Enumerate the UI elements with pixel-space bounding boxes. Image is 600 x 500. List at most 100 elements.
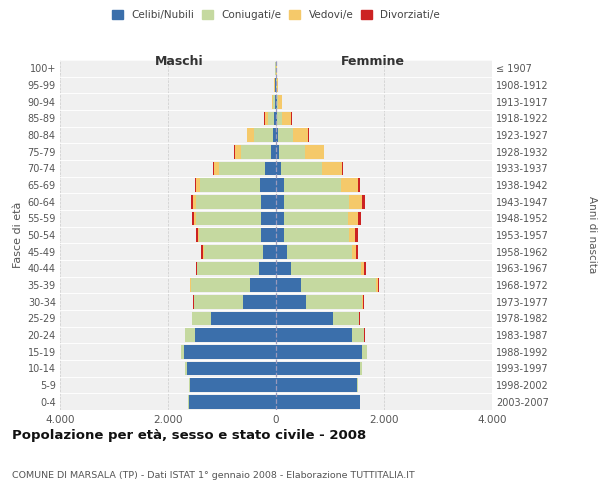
Bar — [262, 228, 276, 242]
Bar — [305, 145, 323, 158]
Bar — [202, 245, 203, 258]
Bar — [356, 245, 358, 258]
Bar — [322, 162, 343, 175]
Bar — [360, 362, 362, 375]
Bar — [181, 345, 184, 358]
Bar — [203, 245, 263, 258]
Bar — [192, 212, 194, 225]
Bar — [194, 295, 242, 308]
Text: Femmine: Femmine — [341, 55, 405, 68]
Bar — [187, 362, 276, 375]
Bar — [275, 95, 276, 108]
Bar — [235, 145, 241, 158]
Bar — [192, 312, 211, 325]
Bar — [188, 395, 276, 408]
Bar — [197, 262, 259, 275]
Bar — [213, 162, 214, 175]
Bar — [259, 262, 276, 275]
Bar — [352, 328, 364, 342]
Bar — [277, 95, 278, 108]
Bar — [261, 212, 276, 225]
Bar — [332, 312, 359, 325]
Bar — [278, 145, 305, 158]
Bar — [276, 278, 301, 292]
Bar — [276, 362, 360, 375]
Bar — [276, 345, 362, 358]
Bar — [362, 345, 367, 358]
Bar — [268, 112, 274, 125]
Bar — [276, 145, 278, 158]
Bar — [276, 262, 291, 275]
Text: COMUNE DI MARSALA (TP) - Dati ISTAT 1° gennaio 2008 - Elaborazione TUTTITALIA.IT: COMUNE DI MARSALA (TP) - Dati ISTAT 1° g… — [12, 471, 415, 480]
Bar — [190, 378, 276, 392]
Bar — [276, 312, 332, 325]
Bar — [355, 228, 358, 242]
Bar — [196, 262, 197, 275]
Bar — [284, 195, 349, 208]
Bar — [276, 212, 284, 225]
Bar — [349, 228, 355, 242]
Bar — [278, 95, 282, 108]
Bar — [349, 212, 358, 225]
Bar — [364, 262, 365, 275]
Bar — [362, 195, 365, 208]
Bar — [185, 328, 195, 342]
Bar — [276, 328, 352, 342]
Bar — [293, 128, 308, 142]
Bar — [214, 162, 220, 175]
Bar — [301, 278, 376, 292]
Bar — [284, 212, 349, 225]
Bar — [198, 228, 199, 242]
Bar — [242, 295, 276, 308]
Bar — [195, 328, 276, 342]
Bar — [184, 345, 276, 358]
Bar — [341, 178, 358, 192]
Bar — [277, 112, 281, 125]
Bar — [276, 195, 284, 208]
Bar — [241, 145, 271, 158]
Bar — [276, 162, 281, 175]
Bar — [276, 378, 357, 392]
Bar — [276, 245, 287, 258]
Bar — [284, 178, 341, 192]
Bar — [193, 195, 196, 208]
Bar — [276, 128, 278, 142]
Bar — [362, 295, 364, 308]
Bar — [247, 128, 254, 142]
Bar — [196, 212, 261, 225]
Bar — [199, 228, 262, 242]
Bar — [195, 178, 196, 192]
Bar — [278, 128, 293, 142]
Text: Anni di nascita: Anni di nascita — [587, 196, 597, 274]
Bar — [261, 195, 276, 208]
Text: Popolazione per età, sesso e stato civile - 2008: Popolazione per età, sesso e stato civil… — [12, 430, 366, 442]
Bar — [276, 178, 284, 192]
Bar — [276, 395, 360, 408]
Bar — [260, 178, 276, 192]
Bar — [254, 128, 273, 142]
Bar — [276, 228, 284, 242]
Bar — [274, 112, 276, 125]
Bar — [281, 162, 322, 175]
Bar — [196, 228, 198, 242]
Bar — [211, 312, 276, 325]
Bar — [274, 95, 275, 108]
Bar — [287, 245, 352, 258]
Bar — [196, 195, 261, 208]
Bar — [250, 278, 276, 292]
Text: Maschi: Maschi — [154, 55, 203, 68]
Bar — [323, 145, 325, 158]
Bar — [191, 195, 193, 208]
Bar — [191, 278, 250, 292]
Bar — [358, 178, 360, 192]
Bar — [220, 162, 265, 175]
Bar — [185, 362, 187, 375]
Bar — [200, 178, 260, 192]
Y-axis label: Fasce di età: Fasce di età — [13, 202, 23, 268]
Bar — [378, 278, 379, 292]
Bar — [376, 278, 378, 292]
Bar — [284, 228, 349, 242]
Bar — [276, 295, 306, 308]
Bar — [194, 212, 196, 225]
Bar — [352, 245, 356, 258]
